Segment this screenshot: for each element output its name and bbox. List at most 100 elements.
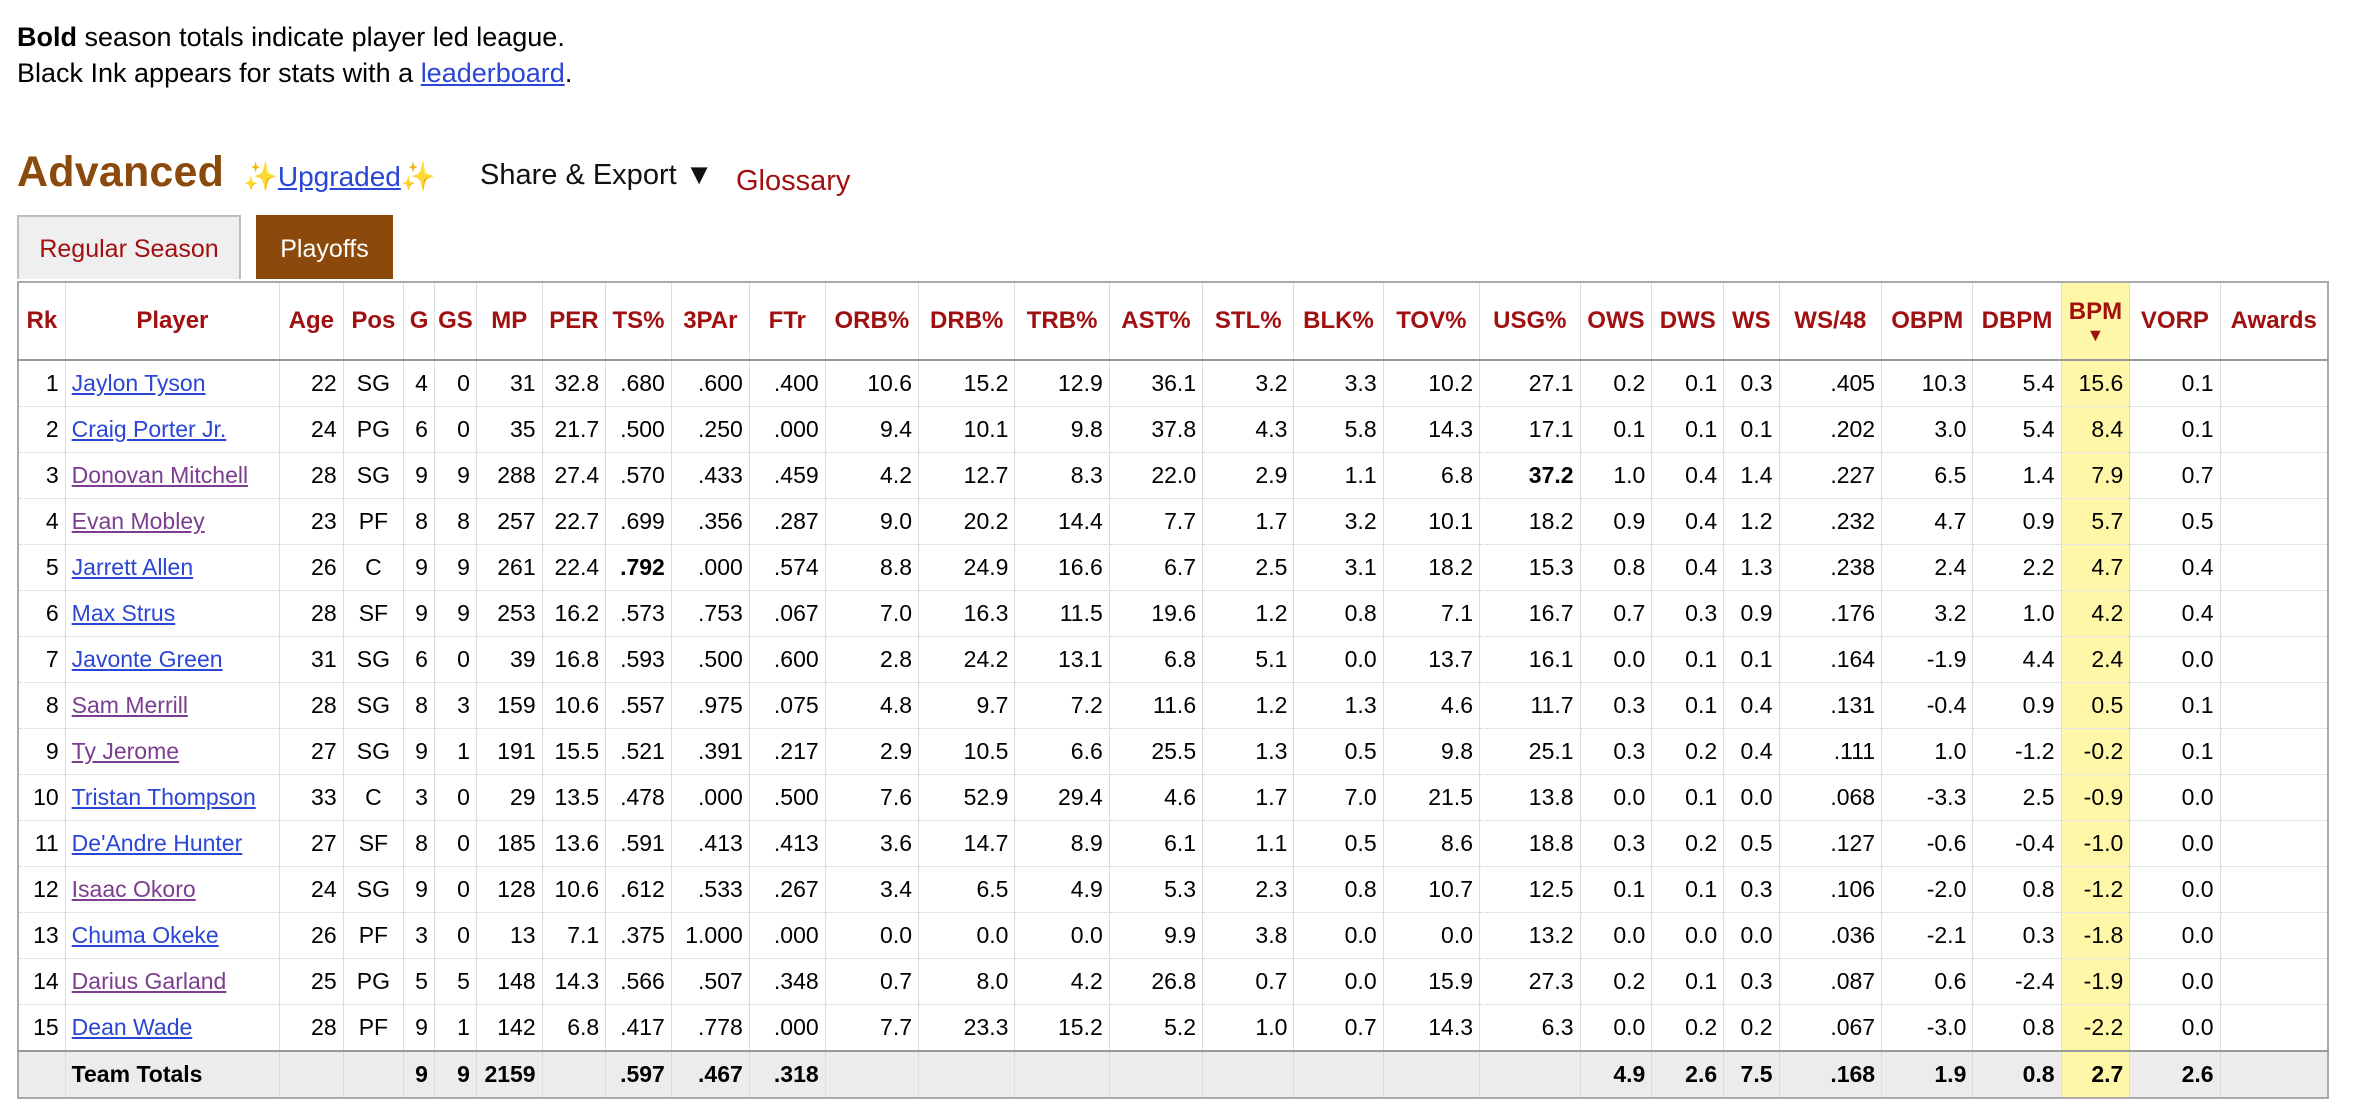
tab-playoffs[interactable]: Playoffs xyxy=(256,215,393,279)
rank-cell: 3 xyxy=(18,452,66,499)
cell-blk-pct: 0.5 xyxy=(1293,820,1384,867)
player-link[interactable]: Jaylon Tyson xyxy=(71,370,206,396)
table-row: 1 Jaylon Tyson 22 SG 4 0 31 32.8.680.600.400 10.… xyxy=(18,360,2329,407)
cell-ws-48: .106 xyxy=(1779,866,1883,913)
column-header-vorp[interactable]: VORP xyxy=(2129,282,2221,361)
player-link[interactable]: Max Strus xyxy=(71,600,176,626)
column-header-ows[interactable]: OWS xyxy=(1580,282,1653,361)
column-header-drb-pct[interactable]: DRB% xyxy=(918,282,1016,361)
cell-pos: SF xyxy=(343,590,405,637)
share-export-menu[interactable]: Share & Export ▼ xyxy=(480,159,714,191)
cell-vorp: 0.7 xyxy=(2129,452,2221,499)
column-header-mp[interactable]: MP xyxy=(476,282,543,361)
column-header-pos[interactable]: Pos xyxy=(343,282,405,361)
player-link[interactable]: Darius Garland xyxy=(71,968,227,994)
column-header-3par[interactable]: 3PAr xyxy=(671,282,750,361)
tab-regular-season[interactable]: Regular Season xyxy=(17,215,241,279)
cell-ast-pct: 6.1 xyxy=(1109,820,1204,867)
table-row: 13 Chuma Okeke 26 PF 3 0 13 7.1.375 1.000.000 0.0… xyxy=(18,912,2329,959)
upgraded-link[interactable]: Upgraded xyxy=(277,161,401,192)
player-link[interactable]: Donovan Mitchell xyxy=(71,462,249,488)
cell-ftr: .287 xyxy=(749,498,826,545)
column-header-rk[interactable]: Rk xyxy=(18,282,66,361)
cell-drb-pct: 20.2 xyxy=(918,498,1016,545)
table-header-row: Rk Player Age Pos G GS MP PER TS% 3PAr FTr ORB% DRB%… xyxy=(18,282,2329,361)
cell-dws: 0.1 xyxy=(1651,636,1725,683)
totals-cell-drb-pct xyxy=(918,1050,1016,1098)
player-link[interactable]: Jarrett Allen xyxy=(71,554,194,580)
cell-mp: 253 xyxy=(476,590,543,637)
cell-pos: SG xyxy=(343,682,405,729)
cell-age: 26 xyxy=(279,912,344,959)
column-header-per[interactable]: PER xyxy=(542,282,607,361)
cell-trb-pct: 14.4 xyxy=(1014,498,1110,545)
column-header-player[interactable]: Player xyxy=(65,282,281,361)
cell-orb-pct: 9.4 xyxy=(825,406,920,453)
column-header-obpm[interactable]: OBPM xyxy=(1881,282,1974,361)
cell-ws-48: .087 xyxy=(1779,958,1883,1005)
player-link[interactable]: De'Andre Hunter xyxy=(71,830,243,856)
cell-usg-pct: 18.2 xyxy=(1479,498,1581,545)
cell-ws-48: .127 xyxy=(1779,820,1883,867)
cell-mp: 288 xyxy=(476,452,543,499)
cell-orb-pct: 7.7 xyxy=(825,1004,920,1052)
cell-dbpm: 0.9 xyxy=(1972,498,2062,545)
column-header-tov-pct[interactable]: TOV% xyxy=(1383,282,1481,361)
player-link[interactable]: Javonte Green xyxy=(71,646,223,672)
leaderboard-link[interactable]: leaderboard xyxy=(420,58,565,88)
column-header-ast-pct[interactable]: AST% xyxy=(1109,282,1204,361)
cell-trb-pct: 15.2 xyxy=(1014,1004,1110,1052)
cell-trb-pct: 9.8 xyxy=(1014,406,1110,453)
column-header-dbpm[interactable]: DBPM xyxy=(1972,282,2062,361)
column-header-usg-pct[interactable]: USG% xyxy=(1479,282,1581,361)
cell-3par: .600 xyxy=(671,360,750,407)
cell-age: 22 xyxy=(279,360,344,407)
player-link[interactable]: Chuma Okeke xyxy=(71,922,219,948)
cell-orb-pct: 4.2 xyxy=(825,452,920,499)
column-header-awards[interactable]: Awards xyxy=(2220,282,2329,361)
cell-3par: .413 xyxy=(671,820,750,867)
player-cell: Darius Garland xyxy=(65,958,281,1005)
cell-age: 26 xyxy=(279,544,344,591)
column-header-age[interactable]: Age xyxy=(279,282,344,361)
cell-tov-pct: 15.9 xyxy=(1383,958,1481,1005)
player-link[interactable]: Tristan Thompson xyxy=(71,784,256,810)
cell-pos: C xyxy=(343,774,405,821)
player-cell: Craig Porter Jr. xyxy=(65,406,281,453)
column-header-ftr[interactable]: FTr xyxy=(749,282,826,361)
column-header-dws[interactable]: DWS xyxy=(1651,282,1725,361)
player-cell: Chuma Okeke xyxy=(65,912,281,959)
glossary-link[interactable]: Glossary xyxy=(736,165,851,197)
column-header-gs[interactable]: GS xyxy=(434,282,477,361)
column-header-stl-pct[interactable]: STL% xyxy=(1202,282,1295,361)
cell-ts-pct: .570 xyxy=(605,452,672,499)
cell-ast-pct: 5.2 xyxy=(1109,1004,1204,1052)
player-link[interactable]: Ty Jerome xyxy=(71,738,180,764)
column-header-ws-48[interactable]: WS/48 xyxy=(1779,282,1883,361)
player-link[interactable]: Craig Porter Jr. xyxy=(71,416,227,442)
cell-dws: 0.2 xyxy=(1651,1004,1725,1052)
cell-per: 14.3 xyxy=(542,958,607,1005)
cell-vorp: 0.4 xyxy=(2129,544,2221,591)
totals-cell-gs: 9 xyxy=(434,1050,477,1098)
column-header-orb-pct[interactable]: ORB% xyxy=(825,282,920,361)
column-header-g[interactable]: G xyxy=(403,282,435,361)
column-header-trb-pct[interactable]: TRB% xyxy=(1014,282,1110,361)
player-link[interactable]: Isaac Okoro xyxy=(71,876,196,902)
cell-awards xyxy=(2220,912,2329,959)
column-header-ws[interactable]: WS xyxy=(1723,282,1780,361)
column-header-blk-pct[interactable]: BLK% xyxy=(1293,282,1384,361)
cell-ows: 1.0 xyxy=(1580,452,1653,499)
player-link[interactable]: Evan Mobley xyxy=(71,508,205,534)
cell-ftr: .413 xyxy=(749,820,826,867)
column-header-bpm[interactable]: BPM ▼ xyxy=(2061,282,2131,361)
player-link[interactable]: Dean Wade xyxy=(71,1014,193,1040)
player-link[interactable]: Sam Merrill xyxy=(71,692,188,718)
cell-ws: 0.9 xyxy=(1723,590,1780,637)
cell-stl-pct: 5.1 xyxy=(1202,636,1295,683)
cell-pos: PG xyxy=(343,406,405,453)
column-header-ts-pct[interactable]: TS% xyxy=(605,282,672,361)
upgraded-badge[interactable]: ✨Upgraded✨ xyxy=(243,160,436,193)
totals-cell-blk-pct xyxy=(1293,1050,1384,1098)
cell-usg-pct: 6.3 xyxy=(1479,1004,1581,1052)
